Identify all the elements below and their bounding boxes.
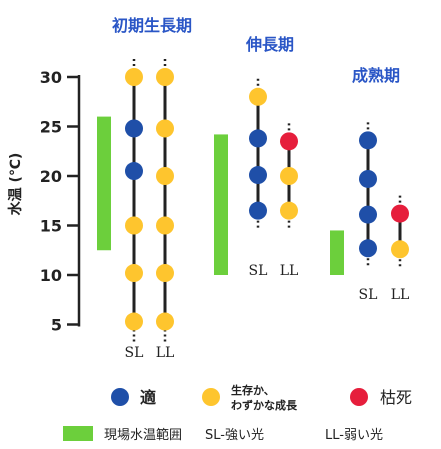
y-tick-label-10: 10 [40,266,62,285]
column-label-2-2: LL [280,263,299,279]
point-3-1-2 [359,169,377,188]
point-3-1-3 [359,205,377,224]
stage-title-1: 初期生長期 [112,16,192,35]
column-label-3-1: SL [359,287,378,303]
point-1-2-3 [156,167,174,185]
column-label-1-1: SL [125,345,144,361]
legend-surviving-label-line2: わずかな成長 [231,398,298,412]
point-1-2-1 [156,68,174,86]
stage-2: 伸長期 SL LL [214,35,298,279]
point-1-1-3 [125,162,143,181]
field-range-bar-2 [214,134,228,275]
point-3-1-4 [359,239,377,258]
stages: 初期生長期 SL LL 伸長期 SL LL 成熟期 SL LL [97,16,409,361]
stage-title-3: 成熟期 [352,66,400,85]
column-label-2-1: SL [249,263,268,279]
legend-ll-note: LL-弱い光 [325,428,383,443]
legend-sl-note: SL-強い光 [205,428,264,443]
point-1-2-5 [156,264,174,283]
y-tick-label-30: 30 [40,68,62,87]
point-2-2-2 [280,167,298,185]
point-3-1-1 [359,131,377,150]
point-1-2-2 [156,119,174,138]
legend-dead-marker [350,388,368,406]
point-2-2-1 [280,132,298,151]
column-label-3-2: LL [391,287,410,303]
point-1-1-5 [125,264,143,283]
point-1-1-1 [125,68,143,86]
y-tick-label-25: 25 [40,118,62,137]
y-tick-label-20: 20 [40,167,62,186]
point-3-2-1 [391,204,409,223]
field-range-bar-3 [330,230,344,275]
y-axis: 5 10 15 20 25 30 [40,68,81,335]
legend-surviving-label-line1: 生存か、 [231,383,275,397]
point-1-1-6 [125,312,143,331]
legend-optimal-marker [111,388,129,406]
column-label-1-2: LL [156,345,175,361]
point-2-1-2 [249,129,267,148]
legend-optimal-label: 適 [140,388,156,407]
point-2-1-3 [249,166,267,185]
legend-surviving-marker [202,388,220,406]
legend-field-range-label: 現場水温範囲 [104,428,182,443]
point-1-2-6 [156,312,174,331]
y-axis-label: 水温 (℃) [7,153,24,216]
point-1-2-4 [156,216,174,235]
point-2-2-3 [280,201,298,220]
point-1-1-2 [125,119,143,138]
stage-3: 成熟期 SL LL [330,66,409,303]
point-2-1-1 [249,87,267,106]
legend-field-range-swatch [63,426,93,441]
stage-1: 初期生長期 SL LL [97,16,192,361]
point-2-1-4 [249,201,267,220]
legend-dead-label: 枯死 [380,388,412,407]
legend: 適 生存か、 わずかな成長 枯死 現場水温範囲 SL-強い光 LL-弱い光 [63,383,412,443]
point-3-2-2 [391,240,409,259]
field-range-bar-1 [97,116,111,251]
stage-title-2: 伸長期 [245,35,294,54]
y-tick-label-5: 5 [51,316,62,335]
point-1-1-4 [125,216,143,235]
y-tick-label-15: 15 [40,217,62,236]
